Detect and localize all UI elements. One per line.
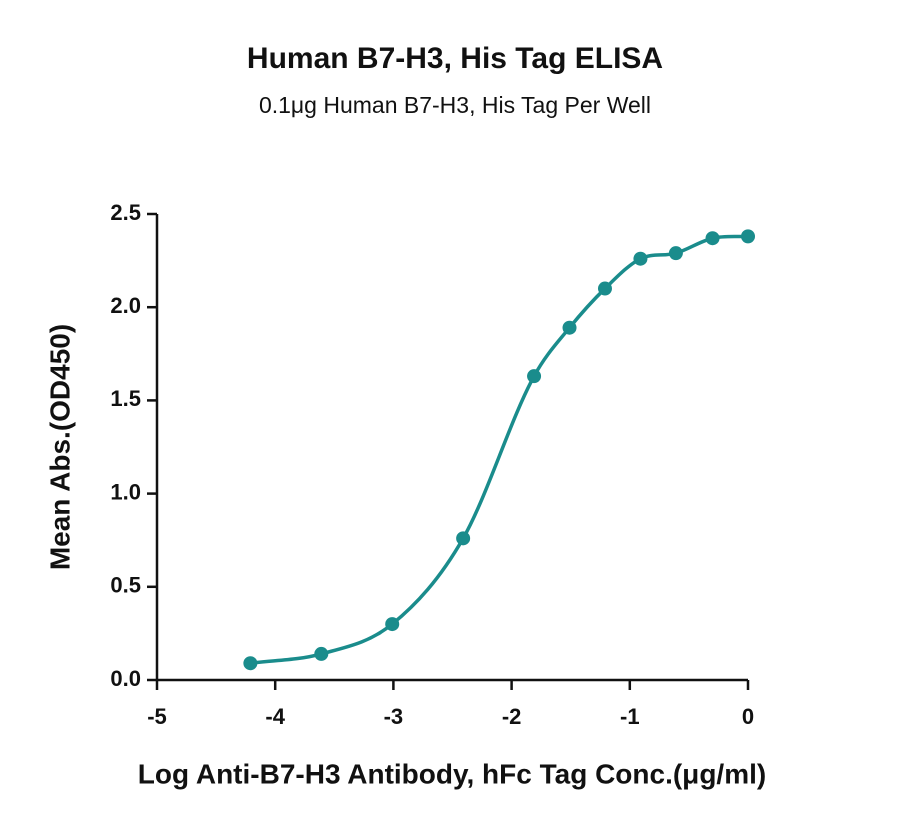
x-tick-label: -1	[620, 704, 640, 729]
x-tick-label: -5	[147, 704, 167, 729]
y-tick-label: 2.0	[110, 293, 141, 318]
x-tick-label: -2	[502, 704, 522, 729]
data-point	[456, 531, 471, 546]
data-point	[597, 281, 612, 296]
y-axis-label: Mean Abs.(OD450)	[44, 324, 75, 570]
data-point	[562, 320, 577, 335]
data-point	[741, 229, 755, 244]
data-point	[668, 246, 683, 261]
chart-subtitle: 0.1μg Human B7-H3, His Tag Per Well	[259, 92, 651, 118]
x-axis-label: Log Anti-B7-H3 Antibody, hFc Tag Conc.(μ…	[138, 758, 766, 789]
y-tick-label: 0.5	[110, 573, 141, 598]
y-tick-label: 0.0	[110, 666, 141, 691]
y-tick-label: 2.5	[110, 200, 141, 225]
y-tick-label: 1.0	[110, 479, 141, 504]
chart-title: Human B7-H3, His Tag ELISA	[247, 42, 663, 75]
data-point	[385, 617, 400, 632]
data-point	[314, 646, 329, 661]
x-tick-label: -3	[384, 704, 404, 729]
y-tick-label: 1.5	[110, 386, 141, 411]
x-tick-label: 0	[742, 704, 754, 729]
data-point	[243, 656, 258, 671]
data-point	[527, 369, 542, 384]
fit-curve	[250, 234, 749, 665]
data-point	[705, 231, 720, 246]
x-tick-label: -4	[265, 704, 285, 729]
data-point	[633, 251, 648, 266]
